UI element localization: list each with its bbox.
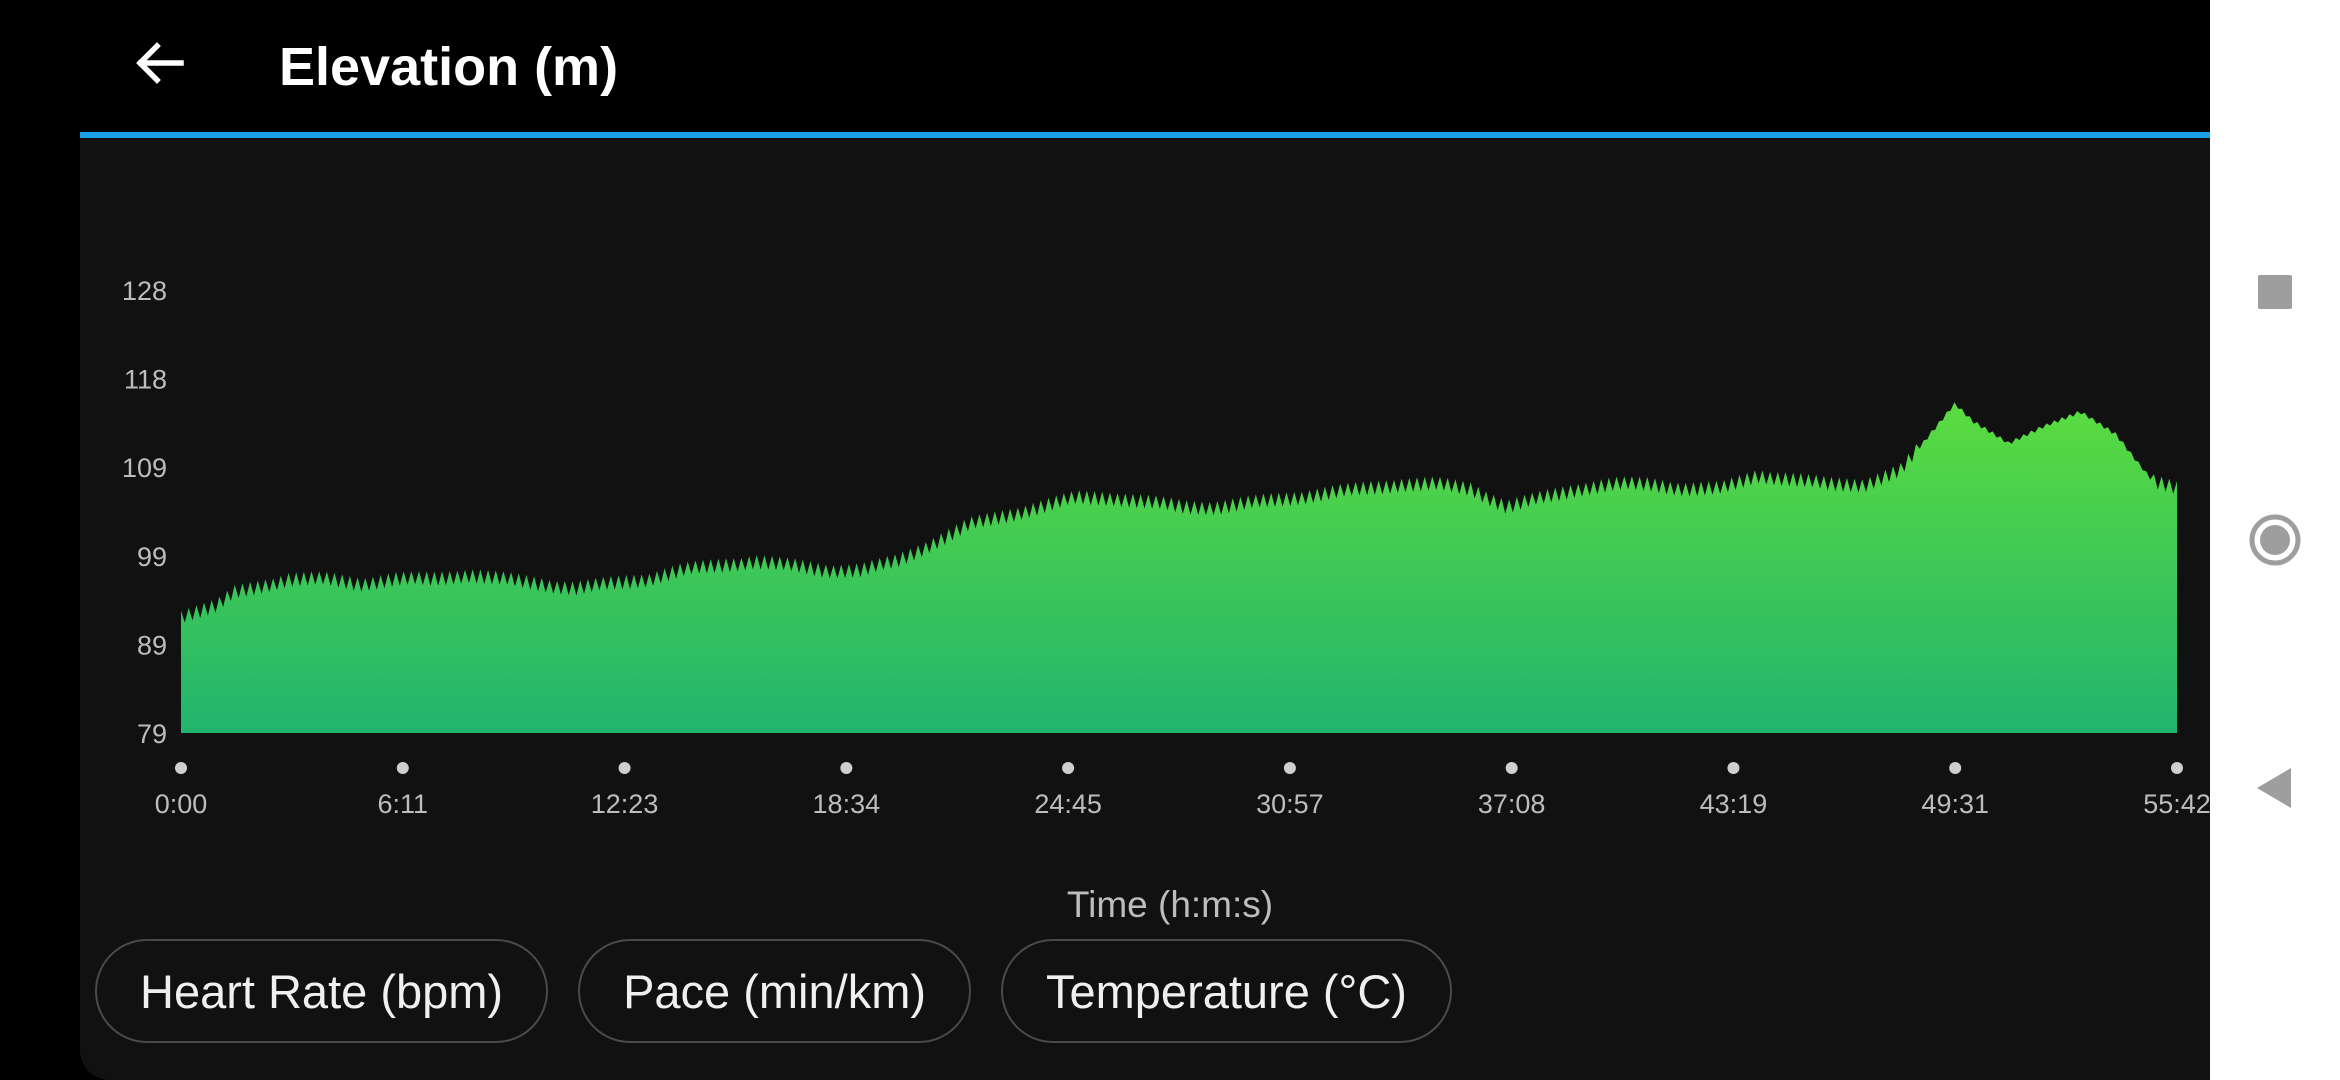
elevation-chart: 128 118 109 99 89 79 0:00 6:11 12:23 18:34 24:45 3…: [122, 276, 2210, 925]
area-layer: [181, 402, 2177, 733]
x-tick-dot: [1283, 762, 1296, 774]
x-tick-label: 49:31: [1921, 789, 1989, 819]
x-tick-dot: [840, 762, 853, 774]
recents-button[interactable]: [2245, 262, 2305, 322]
x-tick-label: 55:42: [2143, 789, 2210, 819]
x-tick-label: 24:45: [1034, 789, 1102, 819]
x-tick-dot: [1949, 762, 1962, 774]
arrow-left-icon: [136, 42, 184, 84]
home-circle-icon: [2249, 514, 2301, 566]
temperature-chip[interactable]: Temperature (°C): [1001, 939, 1452, 1043]
x-tick-dot: [1505, 762, 1518, 774]
accent-divider: [80, 132, 2210, 138]
back-button[interactable]: [120, 24, 198, 102]
y-axis: 128 118 109 99 89 79: [122, 276, 167, 749]
elevation-area-series: [181, 402, 2177, 733]
x-tick-label: 43:19: [1700, 789, 1768, 819]
x-tick-dot: [1062, 762, 1075, 774]
app-screen: Elevation (m) 128 118 109 99 89 79 0:00 6:11 12…: [80, 0, 2210, 1080]
x-tick-dot: [2171, 762, 2183, 774]
x-tick-label: 30:57: [1256, 789, 1324, 819]
pace-chip[interactable]: Pace (min/km): [578, 939, 971, 1043]
x-axis-label: Time (h:m:s): [1067, 884, 1273, 925]
y-tick-label: 99: [137, 542, 167, 572]
home-button[interactable]: [2245, 510, 2305, 570]
recents-square-icon: [2258, 275, 2292, 309]
y-tick-label: 79: [137, 719, 167, 749]
x-tick-label: 0:00: [155, 789, 208, 819]
page-title: Elevation (m): [279, 37, 619, 97]
x-tick-dot: [1727, 762, 1740, 774]
x-tick-label: 6:11: [378, 789, 429, 819]
back-triangle-icon: [2257, 768, 2291, 808]
metric-chip-row: Heart Rate (bpm) Pace (min/km) Temperatu…: [95, 939, 1452, 1047]
x-tick-dot: [618, 762, 631, 774]
x-tick-label: 18:34: [813, 789, 881, 819]
x-tick-dot: [396, 762, 409, 774]
app-header: Elevation (m): [80, 0, 2210, 132]
x-tick-dot: [175, 762, 187, 774]
y-tick-label: 89: [137, 630, 167, 660]
y-tick-label: 128: [122, 276, 167, 306]
y-tick-label: 109: [122, 453, 167, 483]
x-tick-label: 37:08: [1478, 789, 1546, 819]
y-tick-label: 118: [124, 365, 167, 395]
x-axis: 0:00 6:11 12:23 18:34 24:45 30:57 37:08 43:19 49…: [155, 762, 2210, 819]
back-nav-button[interactable]: [2245, 758, 2305, 818]
x-tick-label: 12:23: [591, 789, 659, 819]
heart-rate-chip[interactable]: Heart Rate (bpm): [95, 939, 549, 1043]
system-nav-bar: [2210, 0, 2340, 1080]
